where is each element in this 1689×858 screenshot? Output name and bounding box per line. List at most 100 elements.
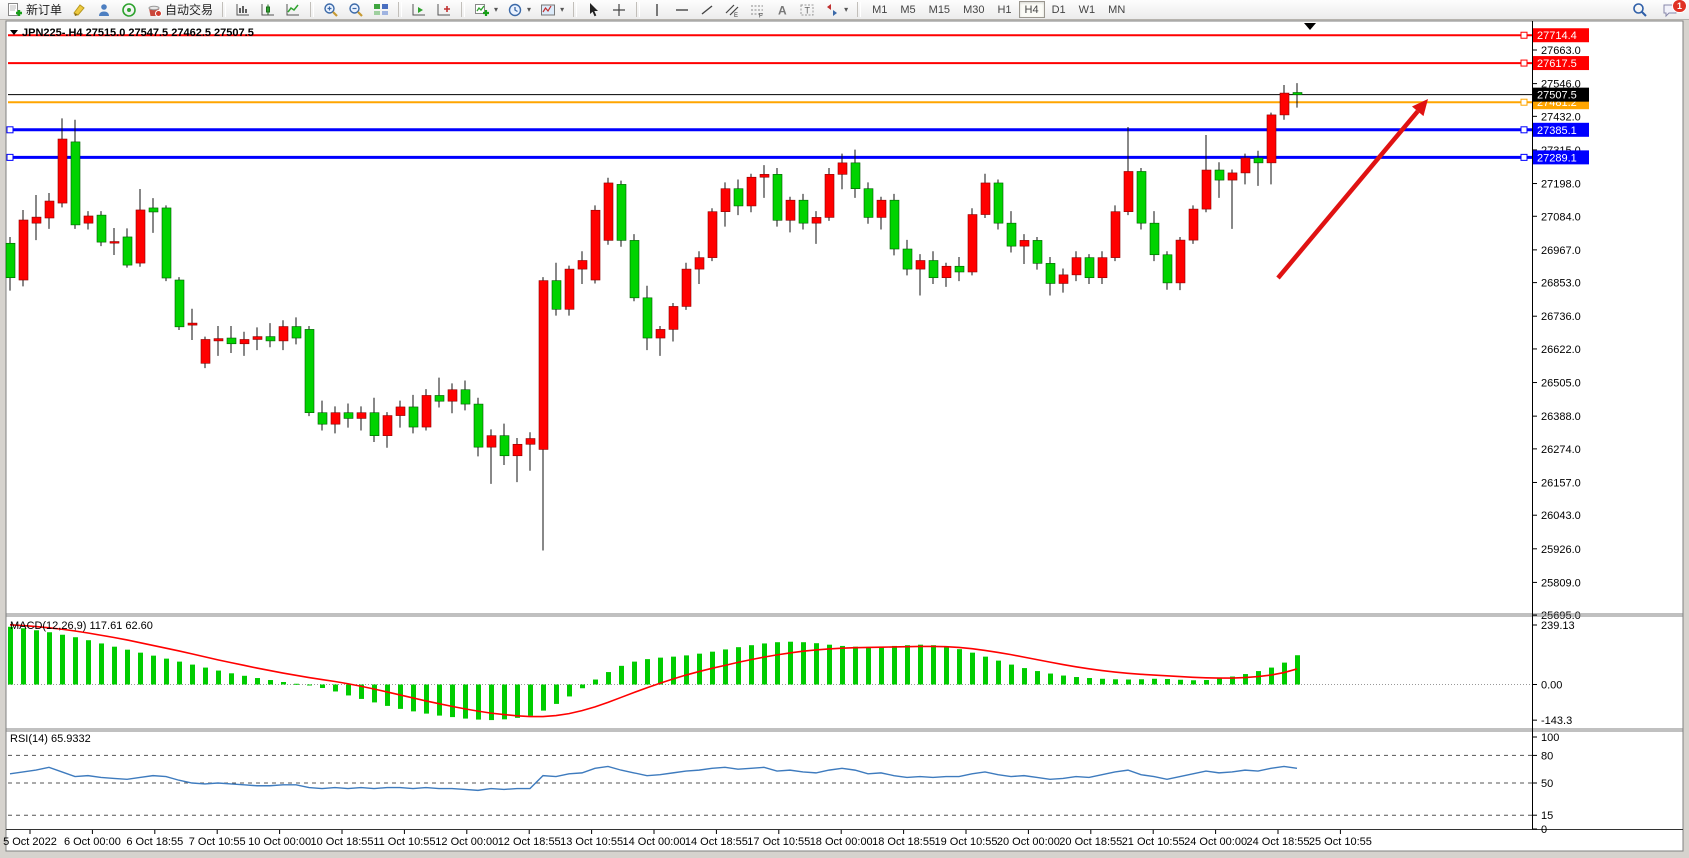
timeframe-w1-button[interactable]: W1 (1073, 1, 1102, 18)
macd-histogram-bar (151, 655, 156, 685)
channel-tool-button[interactable]: E (720, 1, 744, 19)
candle-bearish (642, 297, 653, 339)
trendline-tool-button[interactable] (695, 1, 719, 19)
timeframe-m15-button[interactable]: M15 (923, 1, 956, 18)
timeframe-h4-button[interactable]: H4 (1018, 1, 1045, 18)
candle-bullish (1227, 172, 1238, 181)
zoom-out-button[interactable] (344, 1, 368, 19)
autotrading-button[interactable]: 自动交易 (142, 1, 217, 19)
macd-histogram-bar (1204, 680, 1209, 685)
macd-histogram-bar (398, 684, 403, 709)
timeframe-h1-button[interactable]: H1 (991, 1, 1017, 18)
macd-histogram-bar (1126, 679, 1131, 685)
candle-bullish (707, 211, 718, 258)
chart-shift-button[interactable] (407, 1, 431, 19)
zoom-in-button[interactable] (319, 1, 343, 19)
search-button[interactable] (1628, 1, 1652, 19)
line-chart-button[interactable] (281, 1, 305, 19)
webinar-button[interactable] (117, 1, 141, 19)
candle-bearish (174, 279, 185, 328)
candle-bearish (772, 174, 783, 221)
crosshair-tool-button[interactable] (607, 1, 631, 19)
price-chart[interactable]: 27663.027546.027432.027315.027198.027084… (0, 20, 1689, 858)
candle-bullish (447, 389, 458, 402)
webinar-icon (122, 2, 136, 17)
macd-histogram-bar (242, 675, 247, 685)
toolbar-separator (398, 2, 403, 17)
macd-histogram-bar (307, 684, 312, 686)
zoom-in-icon (324, 2, 338, 17)
indicators-button[interactable]: ▾ (470, 1, 502, 19)
trend-arrow-line[interactable] (1276, 109, 1420, 280)
chat-notifications-button[interactable]: 1 (1658, 0, 1687, 19)
macd-histogram-bar (541, 684, 546, 711)
timeframe-m5-button[interactable]: M5 (894, 1, 921, 18)
autoscroll-button[interactable] (432, 1, 456, 19)
timeframe-mn-button[interactable]: MN (1102, 1, 1131, 18)
symbol-dropdown-icon[interactable] (10, 30, 18, 35)
cursor-tool-button[interactable] (582, 1, 606, 19)
macd-histogram-bar (372, 684, 377, 703)
periods-button[interactable]: ▾ (503, 1, 535, 19)
trend-arrow-head[interactable] (1411, 99, 1428, 117)
cursor-icon (590, 2, 599, 16)
new-order-button[interactable]: 新订单 (3, 1, 66, 19)
horizontal-line-tool-button[interactable] (670, 1, 694, 19)
svg-text:A: A (778, 3, 787, 17)
candle-bullish (811, 217, 822, 224)
line-handle[interactable] (1520, 126, 1528, 134)
bar-chart-button[interactable] (231, 1, 255, 19)
line-handle[interactable] (6, 153, 14, 161)
macd-histogram-bar (294, 683, 299, 685)
price-badge (1533, 122, 1589, 137)
timeframe-d1-button[interactable]: D1 (1046, 1, 1072, 18)
macd-histogram-bar (99, 643, 104, 685)
macd-histogram-bar (73, 637, 78, 685)
line-handle[interactable] (1520, 98, 1528, 106)
macd-histogram-bar (1217, 678, 1222, 685)
line-handle[interactable] (6, 126, 14, 134)
line-handle[interactable] (1520, 31, 1528, 39)
macd-histogram-bar (814, 643, 819, 685)
time-tick-label: 21 Oct 10:55 (1122, 836, 1185, 848)
line-handle[interactable] (1520, 59, 1528, 67)
macd-label: MACD(12,26,9) 117.61 62.60 (10, 620, 153, 632)
line-handle[interactable] (1520, 153, 1528, 161)
text-label-tool-button[interactable]: T (795, 1, 819, 19)
line-chart-icon (286, 3, 300, 15)
rsi-tick-label: 50 (1541, 778, 1553, 790)
macd-histogram-bar (1035, 671, 1040, 685)
macd-histogram-bar (749, 645, 754, 685)
macd-histogram-bar (879, 646, 884, 685)
macd-histogram-bar (762, 643, 767, 685)
time-tick-label: 20 Oct 18:55 (1059, 836, 1122, 848)
fibonacci-tool-button[interactable]: F (745, 1, 769, 19)
timeframe-m30-button[interactable]: M30 (957, 1, 990, 18)
candlestick-chart-button[interactable] (256, 1, 280, 19)
market-watch-button[interactable] (67, 1, 91, 19)
svg-text:T: T (805, 5, 811, 15)
svg-text:E: E (734, 13, 738, 18)
macd-histogram-bar (112, 646, 117, 685)
macd-histogram-bar (60, 634, 65, 685)
candle-bullish (44, 200, 55, 219)
price-tick-label: 26274.0 (1541, 444, 1581, 456)
price-badge-label: 27617.5 (1537, 58, 1577, 70)
candle-bullish (720, 188, 731, 212)
candle-bullish (759, 174, 770, 178)
price-badge-label: 27507.5 (1537, 90, 1577, 102)
tile-windows-button[interactable] (369, 1, 393, 19)
text-tool-button[interactable]: A (770, 1, 794, 19)
macd-histogram-bar (216, 670, 221, 685)
time-tick-label: 7 Oct 10:55 (189, 836, 246, 848)
macd-histogram-bar (1165, 679, 1170, 685)
timeframe-m1-button[interactable]: M1 (866, 1, 893, 18)
vertical-line-tool-button[interactable] (645, 1, 669, 19)
macd-histogram-bar (1061, 675, 1066, 685)
candle-bearish (434, 395, 445, 402)
navigator-button[interactable] (92, 1, 116, 19)
macd-histogram-bar (255, 678, 260, 685)
candle-bearish (265, 336, 276, 342)
templates-button[interactable]: ▾ (536, 1, 568, 19)
arrows-tool-button[interactable]: ▾ (820, 1, 852, 19)
